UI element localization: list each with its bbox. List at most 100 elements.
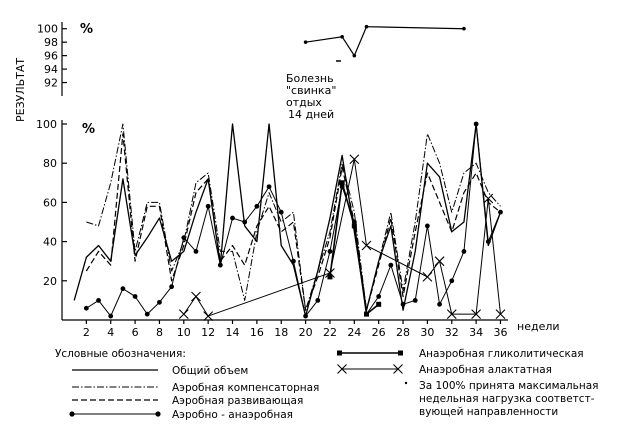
annotation-line: отдых — [286, 96, 322, 109]
series-point — [203, 311, 214, 321]
legend-item: Анаэробная гликолитическая — [337, 348, 584, 360]
result-point — [303, 40, 308, 44]
load-x-tick-label: 2 — [83, 326, 90, 339]
series-line — [86, 123, 501, 317]
result-y-tick-label: 94 — [44, 63, 58, 76]
series-point — [473, 121, 479, 127]
legend-title: Условные обозначения: — [55, 348, 186, 360]
series-point — [434, 256, 445, 267]
load-y-tick-label: 60 — [43, 196, 57, 209]
load-x-tick-label: 28 — [396, 326, 410, 339]
result-y-axis-label: РЕЗУЛЬТАТ — [14, 58, 27, 122]
load-x-tick-label: 12 — [201, 326, 215, 339]
legend-label: Аэробная развивающая — [172, 395, 303, 407]
series-point — [178, 309, 189, 320]
series-point — [303, 313, 308, 319]
load-x-tick-label: 24 — [347, 326, 361, 339]
series-point — [108, 313, 114, 319]
legend-label: Аэробно - анаэробная — [172, 409, 293, 421]
series-point — [339, 180, 345, 186]
load-x-tick-label: 8 — [156, 326, 163, 339]
series-point — [437, 301, 442, 307]
series-point — [361, 240, 372, 251]
load-y-tick-label: 80 — [43, 157, 57, 170]
series-point — [193, 249, 199, 254]
load-x-tick-label: 20 — [299, 326, 313, 339]
result-unit-label: % — [80, 22, 93, 37]
legend-note-line: вующей направленности — [419, 406, 558, 418]
annotation-line: 14 дней — [288, 108, 334, 121]
result-series — [303, 24, 466, 62]
result-line — [305, 26, 464, 57]
result-point — [352, 53, 357, 58]
series-point — [181, 235, 187, 241]
series-point — [349, 154, 360, 165]
load-x-tick-label: 32 — [445, 326, 459, 339]
load-axes — [61, 120, 508, 321]
series-point — [498, 209, 503, 215]
result-y-tick-label: 100 — [37, 23, 58, 36]
legend-item: Аэробная развивающая — [72, 395, 303, 407]
load-y-tick-label: 40 — [43, 236, 57, 249]
legend-label: Общий объем — [172, 365, 248, 377]
series-line — [85, 133, 501, 311]
legend-label: Анаэробная алактатная — [419, 364, 552, 376]
series-point — [483, 193, 494, 204]
series-point — [327, 274, 333, 280]
series-point — [461, 249, 467, 254]
series-point — [132, 294, 138, 299]
load-y-tick-label: 20 — [43, 275, 57, 288]
series-point — [191, 291, 201, 302]
series-point — [325, 268, 335, 278]
series-point — [388, 262, 394, 268]
load-series-group — [73, 121, 506, 321]
series-0 — [73, 123, 502, 317]
legend-item: Аэробно - анаэробная — [69, 409, 293, 421]
series-point — [230, 215, 235, 221]
series-point — [495, 309, 506, 320]
series-point — [364, 311, 369, 317]
series-point — [144, 311, 150, 317]
legend-marker — [393, 364, 403, 374]
result-y-tick-label: 98 — [44, 36, 58, 49]
series-point — [422, 271, 433, 282]
note-bullet — [404, 381, 408, 385]
load-y-ticks: 20 40 60 80 100 — [36, 118, 67, 288]
series-point — [96, 298, 101, 303]
result-point — [340, 35, 344, 39]
series-point — [254, 203, 260, 209]
load-x-ticks: 2 4 6 8 10 12 14 16 18 20 22 24 26 28 30 32 34 36 — [83, 320, 507, 339]
series-point — [327, 249, 333, 254]
series-point — [315, 298, 321, 303]
load-x-axis-label: недели — [517, 320, 560, 333]
series-point — [412, 298, 418, 303]
load-x-tick-label: 26 — [372, 326, 386, 339]
load-x-tick-label: 36 — [493, 326, 507, 339]
annotation-line: "свинка" — [286, 84, 336, 97]
series-point — [449, 278, 455, 284]
series-point — [83, 305, 89, 311]
legend-marker — [155, 411, 161, 417]
legend-marker — [337, 350, 342, 356]
load-x-tick-label: 4 — [107, 326, 114, 339]
series-point — [157, 299, 162, 305]
result-point — [462, 26, 466, 31]
series-line — [86, 123, 501, 311]
series-point — [242, 219, 248, 225]
series-point — [446, 309, 457, 320]
legend-marker — [337, 364, 347, 374]
load-x-tick-label: 14 — [226, 326, 240, 339]
legend-label: Аэробная компенсаторная — [172, 382, 319, 394]
legend-marker — [398, 350, 403, 356]
legend-marker — [69, 411, 75, 417]
legend-item: Общий объем — [72, 365, 248, 377]
legend-label: Анаэробная гликолитическая — [419, 348, 584, 360]
legend-item: Анаэробная алактатная — [337, 364, 552, 376]
legend: Условные обозначения: Общий объем Аэробна… — [55, 348, 598, 421]
load-x-tick-label: 30 — [420, 326, 434, 339]
